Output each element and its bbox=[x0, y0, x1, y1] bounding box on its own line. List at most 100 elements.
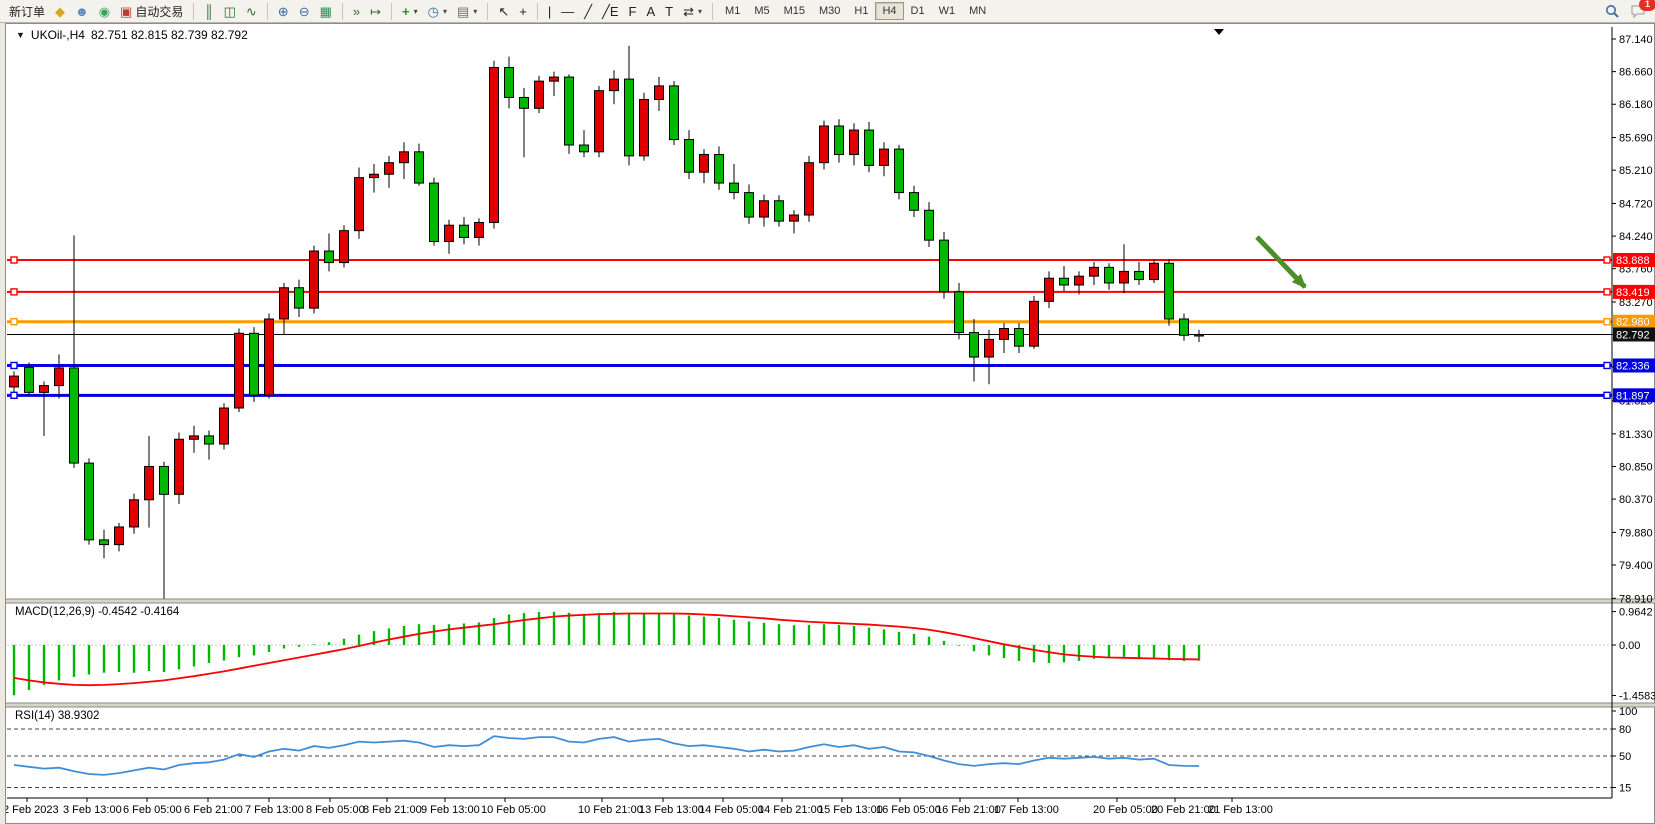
auto-scroll-icon[interactable]: » bbox=[352, 3, 361, 19]
candle bbox=[444, 219, 454, 254]
candle bbox=[969, 318, 979, 382]
line-handle[interactable] bbox=[1603, 361, 1611, 370]
candle bbox=[294, 279, 304, 317]
horizontal-line-icon[interactable]: — bbox=[561, 3, 575, 19]
candle bbox=[474, 218, 484, 246]
rsi-scale-label: 15 bbox=[1619, 783, 1631, 795]
line-handle[interactable] bbox=[10, 288, 18, 296]
toolbar-separator bbox=[391, 2, 393, 20]
ohlc-values: 82.751 82.815 82.739 82.792 bbox=[90, 28, 248, 42]
candle bbox=[504, 56, 514, 109]
timeframe-w1[interactable]: W1 bbox=[938, 5, 956, 17]
equidistant-channel-icon[interactable]: ╱E bbox=[602, 3, 619, 19]
zoom-out-icon[interactable]: ⊖ bbox=[298, 3, 310, 19]
candle bbox=[729, 164, 739, 200]
date-tick-label: 10 Feb 21:00 bbox=[578, 804, 643, 816]
line-handle[interactable] bbox=[1603, 256, 1611, 264]
line-handle[interactable] bbox=[1603, 288, 1611, 296]
candle bbox=[54, 354, 64, 399]
candle bbox=[1044, 271, 1054, 309]
text-label-icon[interactable]: T bbox=[665, 3, 674, 19]
autotrade-button[interactable]: ▣ 自动交易 bbox=[120, 3, 184, 19]
accounts-icon[interactable]: ☻ bbox=[75, 3, 89, 19]
notification-badge: 1 bbox=[1639, 0, 1655, 11]
dropdown-caret-icon[interactable]: ▾ bbox=[473, 6, 478, 16]
trendline-icon[interactable]: ╱ bbox=[584, 3, 593, 19]
timeframe-m1[interactable]: M1 bbox=[725, 5, 741, 17]
timeframe-h1[interactable]: H1 bbox=[854, 5, 869, 17]
candle bbox=[759, 194, 769, 227]
notifications-icon[interactable]: 1 bbox=[1625, 0, 1655, 22]
candle bbox=[489, 60, 499, 229]
candle bbox=[459, 217, 469, 245]
candle bbox=[429, 177, 439, 246]
tile-windows-icon[interactable]: ▦ bbox=[319, 3, 332, 19]
vertical-line-icon[interactable]: | bbox=[547, 3, 552, 19]
fibonacci-icon[interactable]: F bbox=[628, 3, 637, 19]
candle bbox=[774, 195, 784, 227]
candle bbox=[1014, 323, 1024, 353]
timeframe-mn[interactable]: MN bbox=[969, 5, 987, 17]
price-tick-label: 83.270 bbox=[1619, 297, 1653, 309]
candle bbox=[69, 235, 79, 468]
arrows-icon[interactable]: ⇄ ▾ bbox=[683, 3, 703, 19]
line-handle[interactable] bbox=[1603, 318, 1611, 326]
dropdown-caret-icon[interactable]: ▾ bbox=[698, 6, 703, 16]
candle bbox=[399, 142, 409, 179]
trend-arrow-annotation[interactable] bbox=[1255, 235, 1307, 289]
signals-icon[interactable]: ◉ bbox=[98, 3, 111, 19]
candle bbox=[264, 313, 274, 399]
price-tick-label: 85.210 bbox=[1619, 165, 1653, 177]
chart-canvas[interactable]: 87.140 86.660 86.180 85.690 85.210 84.720 84.2… bbox=[6, 24, 1655, 824]
timeframe-h4[interactable]: H4 bbox=[875, 2, 904, 20]
line-handle[interactable] bbox=[10, 256, 18, 264]
price-tick-label: 80.850 bbox=[1619, 461, 1653, 473]
line-chart-icon[interactable]: ∿ bbox=[245, 3, 257, 19]
candle bbox=[384, 155, 394, 188]
toolbar-separator bbox=[193, 2, 195, 20]
candle bbox=[744, 184, 754, 224]
candle bbox=[1119, 244, 1129, 294]
chart-shift-marker-icon bbox=[1214, 29, 1224, 35]
periods-button[interactable]: ◷ ▾ bbox=[427, 3, 447, 19]
crosshair-icon[interactable]: + bbox=[519, 3, 527, 19]
svg-text:82.980: 82.980 bbox=[1616, 317, 1650, 329]
new-order-button[interactable]: 新订单 bbox=[9, 4, 46, 19]
candle bbox=[879, 142, 889, 177]
line-handle[interactable] bbox=[1603, 391, 1611, 400]
timeframe-d1[interactable]: D1 bbox=[910, 5, 925, 17]
bar-chart-icon[interactable]: ║ bbox=[204, 3, 214, 19]
indicators-button[interactable]: + ▾ bbox=[402, 3, 418, 19]
cursor-icon[interactable]: ↖ bbox=[498, 3, 510, 19]
text-icon[interactable]: A bbox=[646, 3, 656, 19]
templates-button[interactable]: ▤ ▾ bbox=[457, 3, 478, 19]
timeframe-m30[interactable]: M30 bbox=[819, 5, 841, 17]
dropdown-caret-icon[interactable]: ▾ bbox=[442, 6, 447, 16]
timeframe-m15[interactable]: M15 bbox=[783, 5, 805, 17]
date-tick-label: 20 Feb 05:00 bbox=[1093, 804, 1158, 816]
date-tick-label: 6 Feb 05:00 bbox=[123, 804, 182, 816]
candle bbox=[369, 164, 379, 193]
svg-text:83.888: 83.888 bbox=[1616, 255, 1650, 267]
pane-separator[interactable] bbox=[6, 599, 1655, 603]
line-handle[interactable] bbox=[10, 391, 18, 400]
candle bbox=[894, 145, 904, 200]
chart-shift-icon[interactable]: ↦ bbox=[370, 3, 382, 19]
line-handle[interactable] bbox=[10, 318, 18, 326]
candle bbox=[354, 167, 364, 239]
candle bbox=[924, 202, 934, 247]
line-handle[interactable] bbox=[10, 361, 18, 370]
candlestick-chart-icon[interactable]: ◫ bbox=[223, 3, 236, 19]
pane-separator[interactable] bbox=[6, 703, 1655, 707]
candle bbox=[684, 130, 694, 179]
zoom-in-icon[interactable]: ⊕ bbox=[277, 3, 289, 19]
dropdown-caret-icon[interactable]: ▾ bbox=[413, 6, 418, 16]
price-badge: 81.897 bbox=[1613, 388, 1655, 403]
candle bbox=[174, 432, 184, 504]
candle bbox=[654, 77, 664, 112]
search-icon[interactable] bbox=[1600, 1, 1625, 22]
deposit-icon[interactable]: ◆ bbox=[55, 3, 66, 19]
chart-window[interactable]: 87.140 86.660 86.180 85.690 85.210 84.720 84.2… bbox=[5, 23, 1655, 824]
timeframe-m5[interactable]: M5 bbox=[754, 5, 770, 17]
symbol-dropdown-icon[interactable]: ▼ bbox=[16, 30, 25, 40]
